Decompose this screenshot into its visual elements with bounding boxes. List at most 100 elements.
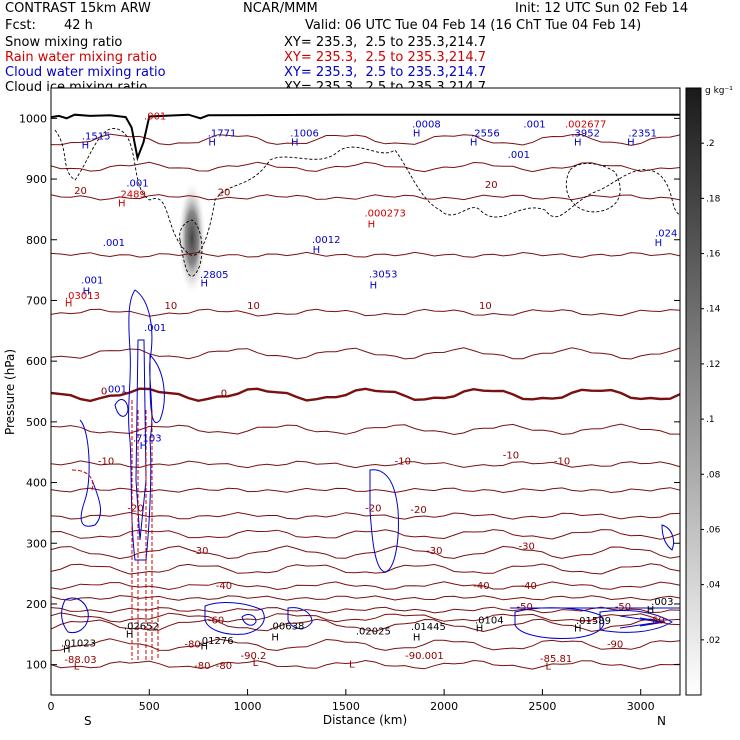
colorbar-tick-label: .08 [706,470,721,480]
contour-label: 10 [247,301,260,312]
temperature-contour [51,511,680,520]
temperature-contour [51,460,680,469]
temperature-contour [51,487,680,494]
rain-water-contour [574,619,601,623]
contour-label: .001 [144,112,166,123]
contour-label: .2805 [200,270,229,281]
colorbar-tick-label: .14 [706,305,721,315]
colorbar-tick-label: .1 [706,415,715,425]
cloud-water-contours [61,289,680,639]
contour-label: .0008 [412,119,441,130]
y-tick-label: 900 [26,173,47,186]
y-tick-label: 1000 [19,112,47,125]
cloud-ice-contours [54,127,680,277]
rain-water-contour [131,400,159,660]
contour-label: -40 [216,581,232,592]
plot-title: CONTRAST 15km ARW [5,1,151,16]
temperature-contour [51,581,680,591]
y-tick-label: 200 [26,598,47,611]
temperature-contour [51,545,680,560]
x-tick-label: 0 [48,700,55,713]
temperature-contour [51,194,680,201]
contour-label: .02025 [356,626,391,637]
contour-label: H [574,138,582,149]
y-tick-label: 500 [26,416,47,429]
cloud-ice-contour [54,127,680,256]
contour-label: .001 [105,385,127,396]
contour-label: -80 [184,640,200,651]
contour-label: .01589 [576,616,611,627]
rain-water-contour [71,469,94,491]
cloud-water-contour [661,524,675,551]
contour-label: -10 [395,456,411,467]
cloud-water-contour [639,617,666,627]
contour-label: -20 [365,504,381,515]
field-xy-snow: XY= 235.3, 2.5 to 235.3,214.7 [284,35,487,50]
contour-label: H [83,286,91,297]
contour-label: .02652 [124,621,159,632]
colorbar-tick-label: .12 [706,360,720,370]
temperature-contour [51,308,680,317]
cloud-water-contour [204,602,265,635]
contour-label: H [82,141,90,152]
contour-label: -80 [216,661,232,672]
contour-label: H [627,138,635,149]
x-tick-label: 1000 [234,700,262,713]
y-tick-label: 100 [26,659,47,672]
contour-label: H [370,280,378,291]
contour-label: -30 [426,546,442,557]
contour-label: -40 [520,581,536,592]
field-xy-cloud-water: XY= 235.3, 2.5 to 235.3,214.7 [284,65,487,80]
contour-label: .01276 [199,636,234,647]
x-end-label-north: N [657,714,666,728]
contour-label: -60 [648,615,664,626]
contour-label: 0 [101,387,107,398]
contour-label: .001 [523,119,545,130]
colorbar-tick-label: .18 [706,194,721,204]
contour-label: 20 [218,187,231,198]
contour-label: .000273 [364,209,405,220]
contour-label: -20 [410,505,426,516]
contour-label: .2351 [628,129,657,140]
contour-label: H [476,623,484,634]
cloud-water-contour [114,399,129,417]
contour-label: -30 [519,541,535,552]
contour-label: .3952 [571,129,600,140]
contour-label: .001 [508,150,530,161]
contour-label: .01023 [61,638,96,649]
contour-label: H [647,605,655,616]
contour-label: 20 [74,186,87,197]
contour-label: -88.03 [64,655,96,666]
contour-label: .001 [126,178,148,189]
contour-label: H [655,238,663,249]
contour-label: .001 [103,238,125,249]
contour-label: L [349,660,355,671]
colorbar-tick-label: .04 [706,581,721,591]
contour-label: .001 [81,275,103,286]
temperature-contour [51,423,680,436]
y-tick-label: 300 [26,537,47,550]
temperature-contour [51,529,680,540]
contour-label: 0 [221,388,227,399]
colorbar [685,87,702,696]
contour-label: .002677 [565,119,606,130]
contour-label: -90.2 [241,651,267,662]
x-tick-label: 3000 [627,700,655,713]
init-time: Init: 12 UTC Sun 02 Feb 14 [515,1,689,16]
contour-label: H [208,138,216,149]
contour-label: -60 [208,615,224,626]
contour-label: 10 [479,301,492,312]
contour-label: .01445 [411,622,446,633]
contour-label: .001 [144,323,166,334]
temperature-contour [51,161,680,173]
contour-label: -85.81 [540,654,572,665]
contour-label: .003 [651,597,673,608]
contour-label: H [118,198,126,209]
contour-label: H [413,632,421,643]
contour-label: .2489 [117,189,146,200]
contour-label: H [291,138,299,149]
cloud-ice-contour [179,219,203,277]
contour-label: .0012 [312,235,341,246]
cloud-ice-contour [565,163,621,213]
